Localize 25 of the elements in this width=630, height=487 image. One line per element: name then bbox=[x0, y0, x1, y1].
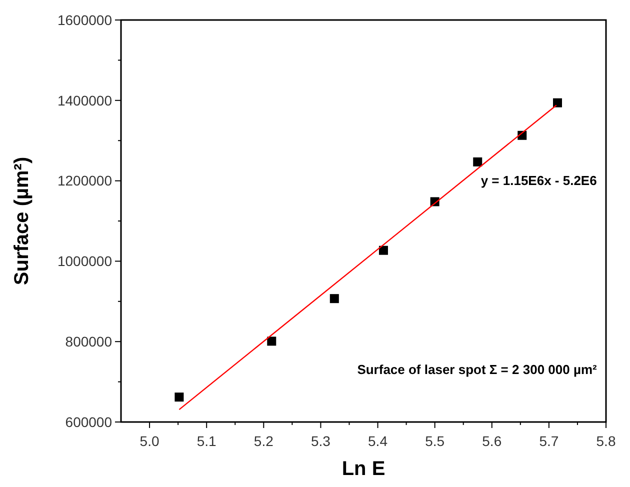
y-tick-label: 1400000 bbox=[57, 92, 112, 108]
y-tick-label: 800000 bbox=[65, 334, 112, 350]
y-tick-label: 1200000 bbox=[57, 172, 112, 189]
y-tick-label: 1600000 bbox=[57, 12, 112, 28]
x-tick-label: 5.5 bbox=[425, 433, 445, 449]
point bbox=[553, 98, 562, 108]
y-axis-title: Surface (µm²) bbox=[11, 156, 33, 286]
point bbox=[473, 157, 482, 166]
x-tick-label: 5.7 bbox=[539, 433, 559, 449]
y-tick-label: 1000000 bbox=[57, 253, 112, 270]
point bbox=[174, 392, 184, 402]
x-tick-label: 5.3 bbox=[310, 433, 331, 449]
annotation: y = 1.15E6x - 5.2E6 bbox=[480, 172, 597, 188]
x-tick-label: 5.6 bbox=[482, 433, 502, 449]
x-tick-label: 5.4 bbox=[368, 433, 388, 449]
x-axis-title: Ln E bbox=[342, 458, 386, 480]
x-tick-label: 5.8 bbox=[596, 433, 616, 449]
point bbox=[267, 336, 276, 346]
annotation: Surface of laser spot Σ = 2 300 000 µm² bbox=[357, 362, 598, 377]
x-tick-label: 5.1 bbox=[196, 433, 217, 449]
x-tick-label: 5.0 bbox=[140, 433, 160, 449]
point bbox=[378, 246, 388, 255]
point bbox=[330, 294, 339, 304]
x-tick-label: 5.2 bbox=[254, 433, 274, 449]
y-tick-label: 600000 bbox=[65, 414, 112, 430]
